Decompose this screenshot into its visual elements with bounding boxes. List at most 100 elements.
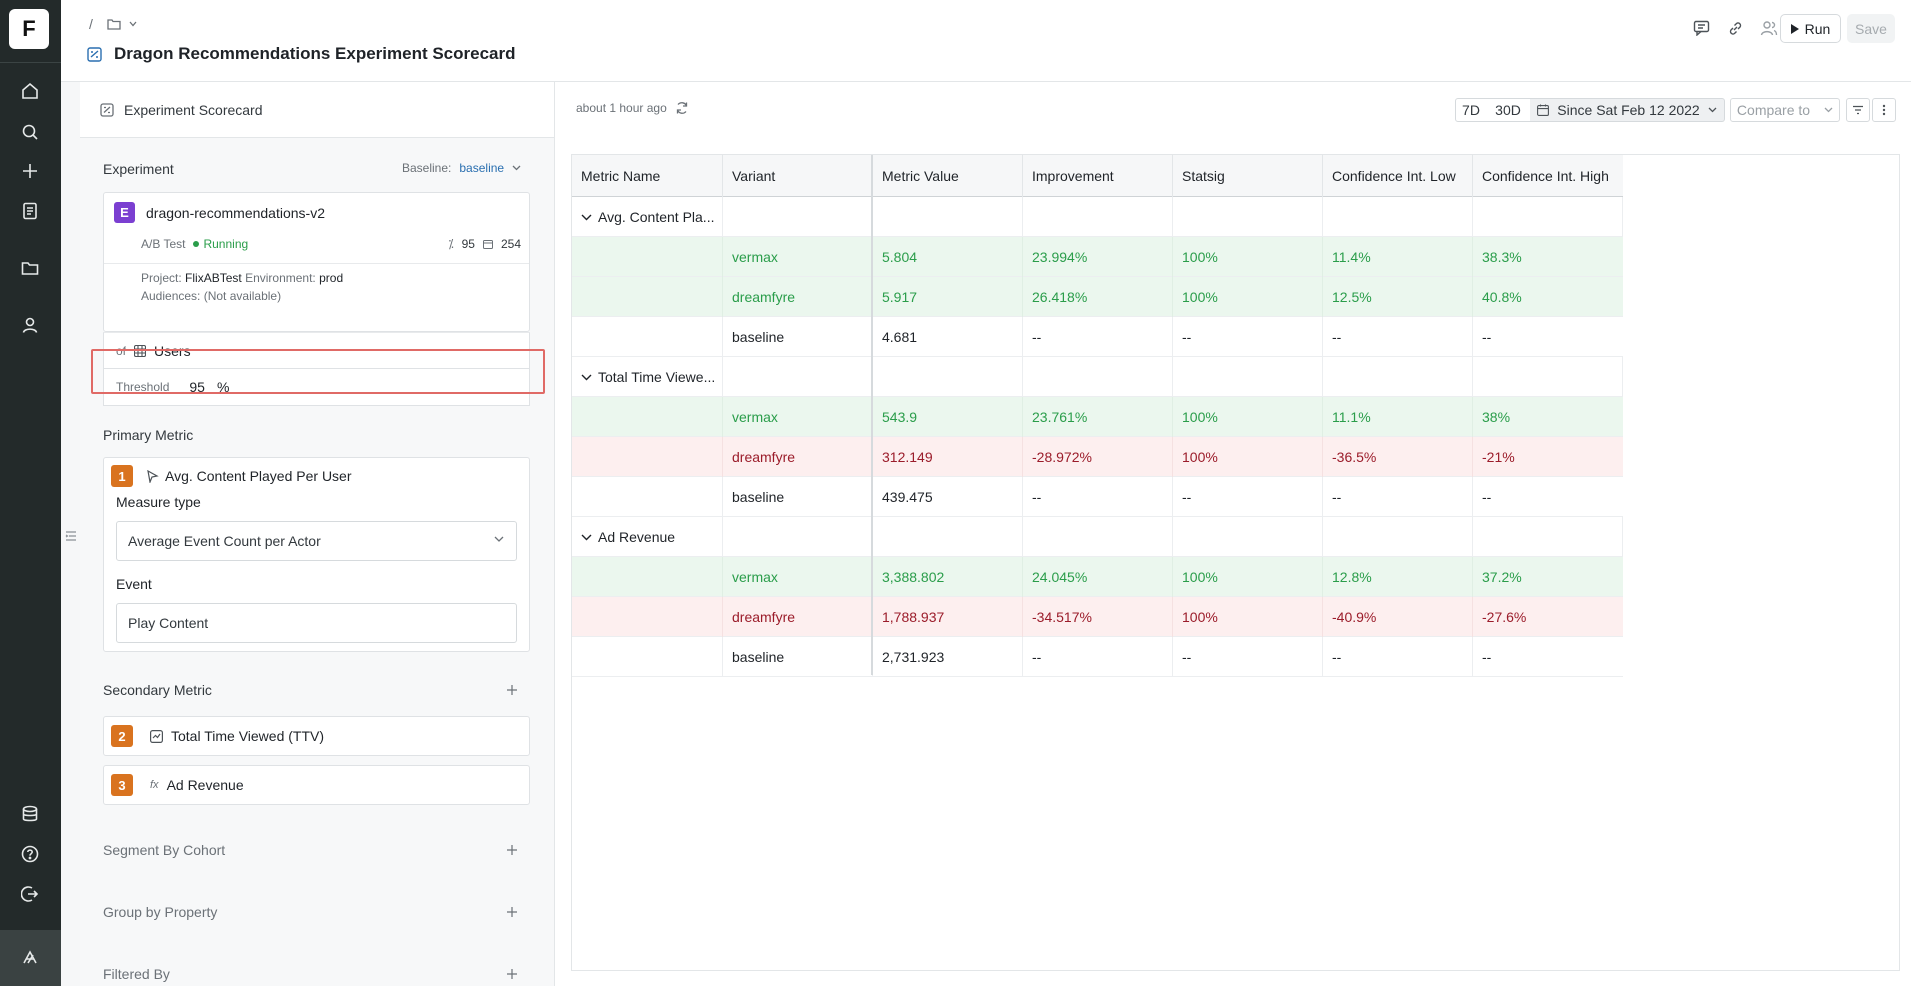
add-group-icon[interactable]: [506, 906, 518, 918]
column-header[interactable]: Variant: [723, 155, 873, 197]
chevron-down-icon[interactable]: [129, 21, 137, 27]
add-segment-icon[interactable]: [506, 844, 518, 856]
segment-by-cohort-label[interactable]: Segment By Cohort: [103, 842, 226, 858]
table-cell: [572, 317, 723, 357]
share-users-icon[interactable]: [1759, 18, 1779, 38]
improvement-cell: --: [1023, 477, 1173, 517]
table-cell: [572, 237, 723, 277]
experiment-card[interactable]: E dragon-recommendations-v2 A/B Test Run…: [103, 192, 530, 332]
variant-cell: baseline: [723, 637, 873, 677]
column-header[interactable]: Statsig: [1173, 155, 1323, 197]
notebook-icon[interactable]: [18, 199, 42, 223]
table-cell: [572, 557, 723, 597]
secondary-metric-card[interactable]: 3 fx Ad Revenue: [103, 765, 530, 805]
logout-icon[interactable]: [18, 882, 42, 906]
table-row[interactable]: dreamfyre 1,788.937 -34.517% 100% -40.9% -27.…: [572, 597, 1623, 637]
chevron-down-icon[interactable]: [581, 534, 592, 541]
table-row[interactable]: vermax 5.804 23.994% 100% 11.4% 38.3%: [572, 237, 1623, 277]
table-cell: [1323, 197, 1473, 237]
statsig-cell: 100%: [1173, 237, 1323, 277]
group-by-property-label[interactable]: Group by Property: [103, 904, 218, 920]
variant-cell: vermax: [723, 557, 873, 597]
baseline-selector[interactable]: Baseline: baseline: [402, 161, 521, 175]
table-cell: [1023, 357, 1173, 397]
high-cell: 40.8%: [1482, 289, 1522, 305]
threshold-field[interactable]: Threshold 95 %: [103, 368, 530, 406]
range-30d-button[interactable]: 30D: [1486, 98, 1531, 122]
compare-to-select[interactable]: Compare to: [1730, 98, 1840, 122]
collapse-panel-icon[interactable]: [65, 530, 77, 542]
value-cell: 5.917: [873, 277, 1023, 317]
column-header[interactable]: Metric Name: [572, 155, 723, 197]
add-filter-icon[interactable]: [506, 968, 518, 980]
primary-metric-card[interactable]: 1 Avg. Content Played Per User Measure t…: [103, 457, 530, 652]
value-cell: 543.9: [873, 397, 1023, 437]
improvement-cell: --: [1023, 317, 1173, 357]
table-row[interactable]: dreamfyre 5.917 26.418% 100% 12.5% 40.8%: [572, 277, 1623, 317]
since-label: Since Sat Feb 12 2022: [1557, 102, 1700, 118]
app-logo[interactable]: F: [9, 9, 49, 49]
table-row[interactable]: dreamfyre 312.149 -28.972% 100% -36.5% -21%: [572, 437, 1623, 477]
table-row[interactable]: baseline 439.475 -- -- -- --: [572, 477, 1623, 517]
table-row[interactable]: vermax 3,388.802 24.045% 100% 12.8% 37.2%: [572, 557, 1623, 597]
threshold-input[interactable]: 95: [189, 379, 205, 395]
metric-name-cell: Total Time Viewe...: [572, 357, 723, 397]
database-icon[interactable]: [18, 802, 42, 826]
table-cell: [1023, 517, 1173, 557]
table-row[interactable]: vermax 543.9 23.761% 100% 11.1% 38%: [572, 397, 1623, 437]
add-secondary-metric-icon[interactable]: [506, 684, 518, 696]
primary-metric-label: Primary Metric: [103, 427, 194, 443]
formula-icon: fx: [150, 779, 159, 791]
table-row[interactable]: baseline 4.681 -- -- -- --: [572, 317, 1623, 357]
group-row[interactable]: Total Time Viewe...: [572, 357, 1623, 397]
panel-gutter: [61, 82, 80, 986]
chevron-down-icon[interactable]: [581, 214, 592, 221]
metric-name-cell: Ad Revenue: [572, 517, 723, 557]
folder-icon[interactable]: [18, 256, 42, 280]
comment-icon[interactable]: [1691, 18, 1711, 38]
column-header[interactable]: Confidence Int. Low: [1323, 155, 1473, 197]
column-header[interactable]: Metric Value: [873, 155, 1023, 197]
event-input[interactable]: Play Content: [116, 603, 517, 643]
column-header[interactable]: Improvement: [1023, 155, 1173, 197]
home-icon[interactable]: [18, 79, 42, 103]
percent-icon: ⁒: [448, 237, 454, 251]
table-cell: [723, 357, 873, 397]
folder-icon[interactable]: [107, 18, 121, 30]
filtered-by-label[interactable]: Filtered By: [103, 966, 170, 982]
brand-icon[interactable]: [18, 946, 42, 970]
measure-type-select[interactable]: Average Event Count per Actor: [116, 521, 517, 561]
variant-cell: dreamfyre: [723, 277, 873, 317]
table-row[interactable]: baseline 2,731.923 -- -- -- --: [572, 637, 1623, 677]
improvement-cell: 26.418%: [1023, 277, 1173, 317]
panel-title: Experiment Scorecard: [124, 101, 263, 118]
help-icon[interactable]: [18, 842, 42, 866]
search-icon[interactable]: [18, 120, 42, 144]
date-range-select[interactable]: Since Sat Feb 12 2022: [1530, 98, 1725, 122]
chevron-down-icon[interactable]: [581, 374, 592, 381]
refresh-icon[interactable]: [675, 101, 689, 115]
experiment-counts: ⁒ 95 254: [448, 237, 521, 251]
secondary-metric-card[interactable]: 2 Total Time Viewed (TTV): [103, 716, 530, 756]
table-cell: [1473, 517, 1623, 557]
measure-type-value: Average Event Count per Actor: [128, 533, 321, 549]
breadcrumb: /: [89, 16, 137, 32]
chevron-down-icon: [1824, 107, 1833, 113]
baseline-label: Baseline:: [402, 161, 452, 175]
user-icon[interactable]: [18, 313, 42, 337]
chart-icon: [150, 729, 163, 743]
secondary-metric-text: Total Time Viewed (TTV): [171, 728, 325, 744]
column-header[interactable]: Confidence Int. High: [1482, 168, 1609, 184]
group-row[interactable]: Avg. Content Pla...: [572, 197, 1623, 237]
link-icon[interactable]: [1725, 18, 1745, 38]
statsig-cell: 100%: [1173, 557, 1323, 597]
more-vertical-icon[interactable]: [1872, 98, 1896, 122]
run-button[interactable]: Run: [1780, 14, 1841, 43]
group-row[interactable]: Ad Revenue: [572, 517, 1623, 557]
save-button[interactable]: Save: [1847, 14, 1895, 43]
range-7d-button[interactable]: 7D: [1455, 98, 1487, 122]
low-cell: --: [1323, 317, 1473, 357]
filter-icon[interactable]: [1846, 98, 1870, 122]
project-label: Project:: [141, 271, 182, 285]
plus-icon[interactable]: [18, 159, 42, 183]
